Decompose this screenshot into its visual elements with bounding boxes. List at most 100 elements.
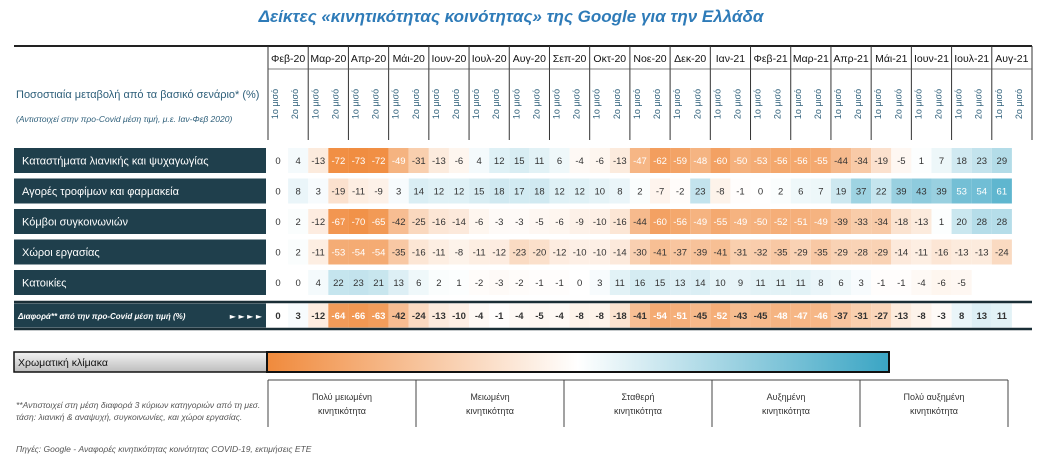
month-label: Αυγ-20 [513, 53, 546, 65]
heatmap-cell [750, 209, 771, 234]
cell-value: -53 [332, 248, 346, 259]
heatmap-cell [851, 239, 872, 265]
half-label: 1ο μισό [954, 89, 964, 119]
cell-value: 3 [396, 187, 401, 198]
cell-value: -39 [693, 248, 707, 259]
heatmap-cell [328, 270, 349, 295]
cell-value: 17 [514, 187, 525, 198]
cell-value: 2 [436, 278, 441, 289]
cell-value: 0 [275, 217, 280, 228]
summary-cell [609, 303, 630, 328]
summary-value: -66 [352, 311, 366, 322]
heatmap-cell [931, 239, 952, 265]
month-label: Ιαν-21 [716, 53, 746, 65]
heatmap-cell [569, 148, 590, 173]
source-text: Πηγές: Google - Αναφορές κινητικότητας κ… [16, 444, 312, 454]
cell-value: -6 [596, 156, 604, 167]
summary-cell [650, 303, 671, 328]
heatmap-cell [549, 148, 570, 173]
cell-value: 12 [454, 187, 465, 198]
summary-label: Διαφορά** από την προ-Covid μέση τιμή (%… [17, 312, 186, 321]
summary-cell [710, 303, 731, 328]
cell-value: -16 [412, 248, 426, 259]
cell-value: -24 [995, 248, 1009, 259]
cell-value: 0 [275, 156, 280, 167]
half-label: 1ο μισό [391, 89, 401, 119]
cell-value: 39 [936, 187, 947, 198]
row-label-box [14, 239, 266, 265]
cell-value: 12 [494, 156, 505, 167]
cell-value: 18 [494, 187, 505, 198]
cell-value: -8 [716, 187, 724, 198]
cell-value: -51 [794, 217, 808, 228]
cell-value: 11 [534, 156, 544, 167]
cell-value: -55 [714, 217, 728, 228]
summary-cell [328, 303, 349, 328]
heatmap-cell [609, 148, 630, 173]
heatmap-cell [931, 148, 952, 173]
cell-value: -72 [372, 156, 386, 167]
heatmap-cell [891, 239, 912, 265]
heatmap-cell [348, 178, 369, 204]
heatmap-cell [991, 148, 1012, 173]
heatmap-cell [770, 239, 791, 265]
heatmap-cell [268, 148, 289, 173]
cell-value: 0 [275, 248, 280, 259]
cell-value: -41 [714, 248, 728, 259]
row-label-box [14, 148, 266, 173]
month-label: Μάι-20 [393, 53, 425, 65]
heatmap-cell [288, 209, 309, 234]
half-label: 1ο μισό [431, 89, 441, 119]
summary-cell [428, 303, 449, 328]
cell-value: -14 [613, 248, 627, 259]
heatmap-cell [971, 209, 992, 234]
cell-value: -10 [573, 248, 587, 259]
summary-value: -12 [311, 311, 325, 322]
heatmap-cell [750, 148, 771, 173]
cell-value: -20 [533, 248, 547, 259]
summary-value: -1 [495, 311, 504, 322]
half-label: 2ο μισό [732, 89, 742, 119]
half-label: 1ο μισό [753, 89, 763, 119]
summary-value: -8 [917, 311, 925, 322]
summary-value: -43 [734, 311, 748, 322]
cell-value: 3 [597, 278, 602, 289]
month-label: Μαρ-21 [793, 53, 829, 65]
heatmap-cell [589, 209, 610, 234]
half-label: 2ο μισό [934, 89, 944, 119]
heatmap-cell [489, 239, 510, 265]
footnote-text: **Αντιστοιχεί στη μέση διαφορά 3 κύριων … [16, 400, 263, 422]
cell-value: -56 [774, 156, 788, 167]
heatmap-cell [368, 270, 389, 295]
summary-value: -48 [774, 311, 788, 322]
heatmap-cell [469, 270, 490, 295]
cell-value: 2 [296, 217, 301, 228]
cell-value: -29 [874, 248, 888, 259]
month-label: Ιουν-20 [431, 53, 466, 65]
half-label: 1ο μισό [913, 89, 923, 119]
cell-value: -16 [432, 217, 446, 228]
heatmap-cell [448, 148, 470, 173]
heatmap-cell [871, 209, 892, 234]
heatmap-cell [388, 178, 409, 204]
legend-category: Αυξημένη κινητικότητα [762, 392, 810, 416]
cell-value: 4 [476, 156, 481, 167]
month-label: Ιουλ-21 [954, 53, 989, 65]
heatmap-cell [348, 148, 369, 173]
heatmap-cell [770, 270, 791, 295]
month-label: Απρ-21 [833, 53, 869, 65]
heatmap-cell [529, 209, 550, 234]
heatmap-cell [629, 209, 650, 234]
heatmap-cell [308, 209, 329, 234]
cell-value: -25 [412, 217, 426, 228]
heatmap-cell [448, 209, 470, 234]
heatmap-cell [549, 239, 570, 265]
heatmap-cell [469, 239, 490, 265]
heatmap-cell [911, 239, 932, 265]
heatmap-cell [368, 178, 389, 204]
cell-value: -48 [693, 156, 707, 167]
heatmap-cell [931, 178, 952, 204]
half-label: 2ο μισό [974, 89, 984, 119]
cell-value: -12 [311, 217, 325, 228]
